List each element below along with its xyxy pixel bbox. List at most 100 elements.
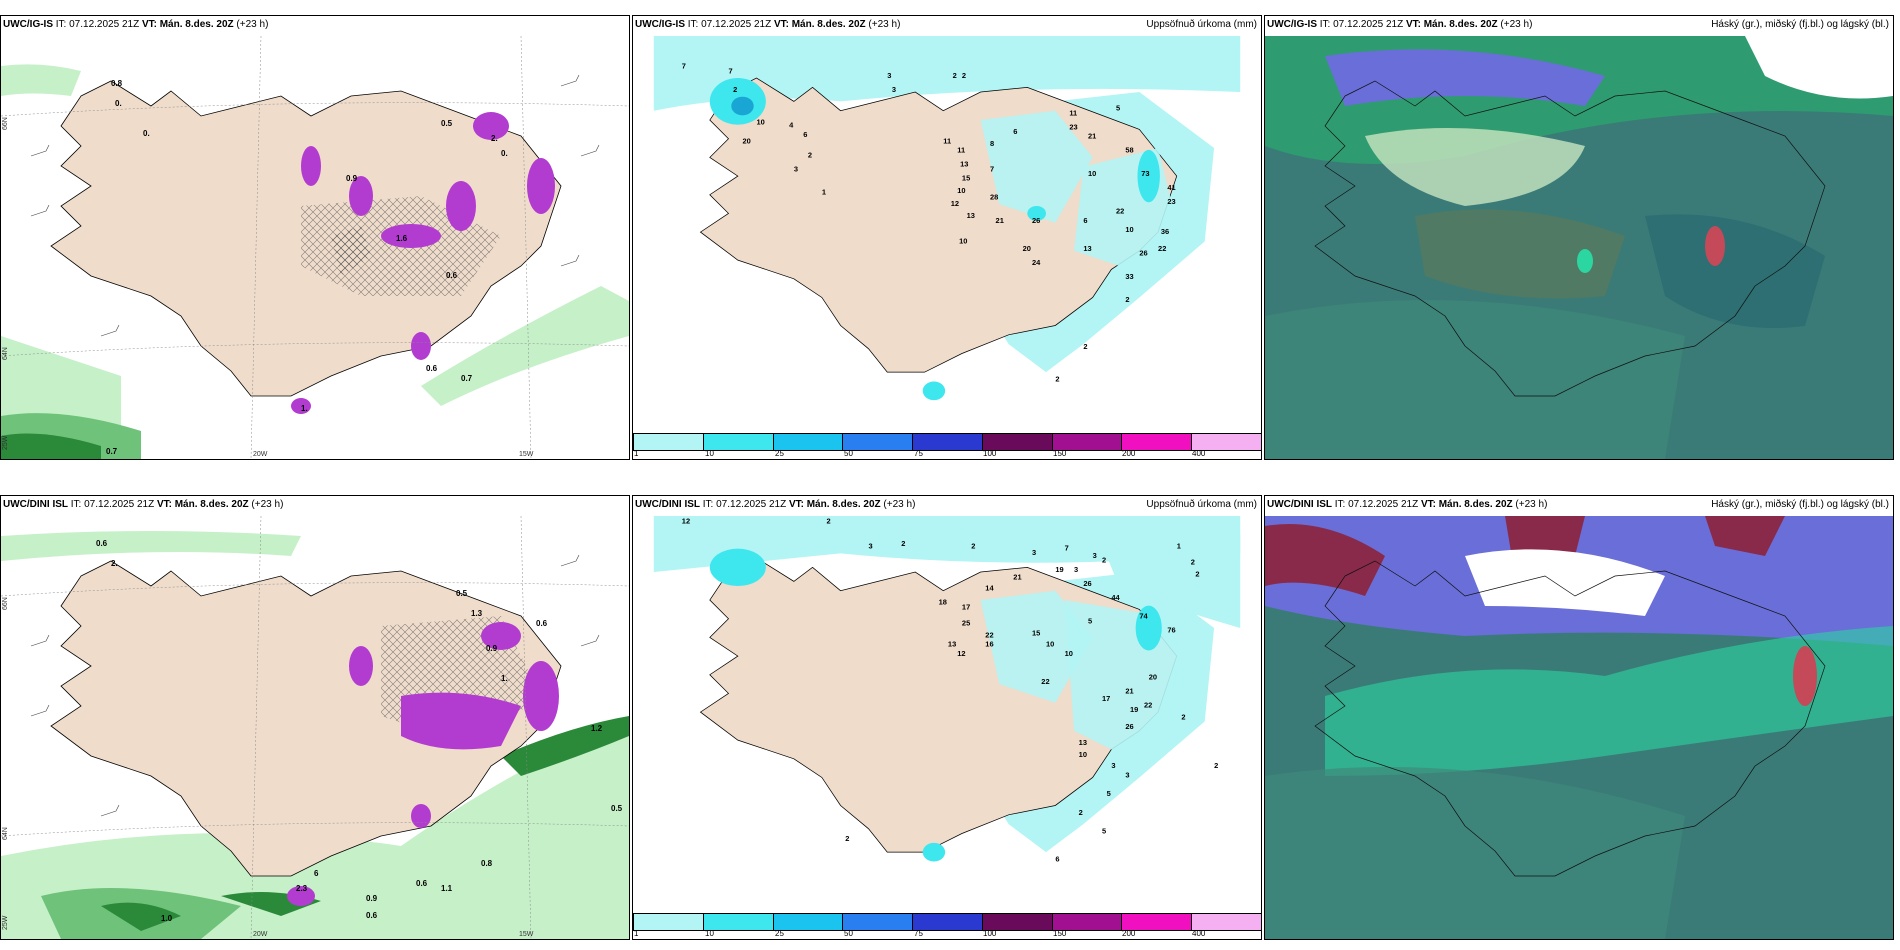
colorbar-tick: 400	[1192, 449, 1206, 458]
value-label: 1.1	[441, 884, 453, 893]
value-label: 24	[1032, 258, 1041, 267]
value-label: 0.6	[426, 364, 438, 373]
colorbar-tick: 150	[1053, 449, 1067, 458]
value-label: 1.3	[471, 609, 483, 618]
colorbar-swatch	[1121, 434, 1192, 450]
value-label: 7	[682, 62, 686, 71]
value-label: 2	[1181, 713, 1185, 722]
colorbar-tick: 50	[844, 449, 853, 458]
value-label: 5	[1102, 826, 1106, 835]
value-label: 0.6	[446, 271, 458, 280]
colorbar-tick: 1	[634, 449, 639, 458]
value-label: 22	[1116, 206, 1124, 215]
value-label: 17	[1102, 694, 1110, 703]
value-label: 0.9	[366, 894, 378, 903]
value-label: 10	[1065, 649, 1073, 658]
colorbar-swatch	[633, 914, 703, 930]
value-label: 6	[1083, 216, 1087, 225]
value-label: 10	[1046, 640, 1054, 649]
colorbar-swatch	[772, 914, 843, 930]
colorbar-tick: 1	[634, 929, 639, 938]
value-label: 1.	[501, 674, 508, 683]
colorbar-swatch	[1191, 434, 1261, 450]
value-label: 2	[1102, 556, 1106, 565]
value-label: 23	[1167, 197, 1175, 206]
value-label: 13	[960, 160, 968, 169]
value-label: 2	[1191, 558, 1195, 567]
value-label: 6	[803, 130, 807, 139]
value-label: 4	[789, 121, 794, 130]
iceland-outline	[1314, 80, 1826, 397]
value-label: 16	[985, 640, 993, 649]
colorbar-tick: 200	[1122, 449, 1136, 458]
colorbar-tick: 25	[775, 929, 784, 938]
panel-dini-wind: UWC/DINI ISL IT: 07.12.2025 21Z VT: Mán.…	[0, 495, 630, 940]
value-label: 10	[959, 236, 967, 245]
value-label: 25	[962, 618, 970, 627]
panel-dini-precip: UWC/DINI ISL IT: 07.12.2025 21Z VT: Mán.…	[632, 495, 1262, 940]
colorbar-tick: 10	[705, 449, 714, 458]
value-label: 20	[1023, 244, 1031, 253]
value-label: 2	[1079, 808, 1083, 817]
lat-label: 64N	[2, 827, 9, 840]
map-wind-precip: 0.6 2. 0.5 1.3 0.6 0.9 1. 1.2 0.5 0.8 0.…	[1, 516, 629, 939]
panel-header: UWC/IG-IS IT: 07.12.2025 21Z VT: Mán. 8.…	[635, 19, 901, 30]
value-label: 6	[314, 869, 319, 878]
colorbar-tick: 25	[775, 449, 784, 458]
value-label: 5	[1116, 104, 1120, 113]
colorbar: 1 10 25 50 75 100 150 200 400	[633, 911, 1261, 939]
value-label: 2	[1214, 761, 1218, 770]
value-label: 5	[1107, 789, 1111, 798]
value-label: 10	[1088, 169, 1096, 178]
colorbar-swatch	[772, 434, 843, 450]
colorbar-swatch	[1191, 914, 1261, 930]
value-label: 3	[1125, 770, 1129, 779]
panel-igis-clouds: UWC/IG-IS IT: 07.12.2025 21Z VT: Mán. 8.…	[1264, 15, 1894, 460]
value-label: 2	[971, 542, 975, 551]
colorbar-tick: 150	[1053, 929, 1067, 938]
value-label: 3	[794, 164, 798, 173]
value-label: 36	[1161, 227, 1169, 236]
value-label: 12	[682, 516, 690, 525]
colorbar-swatch	[912, 434, 982, 450]
panel-header: UWC/DINI ISL IT: 07.12.2025 21Z VT: Mán.…	[1267, 499, 1548, 510]
value-label: 22	[985, 630, 993, 639]
value-label: 21	[1125, 686, 1133, 695]
value-label: 26	[1032, 216, 1040, 225]
value-label: 0.7	[106, 447, 118, 456]
value-label: 20	[1149, 672, 1157, 681]
value-label: 6	[1013, 127, 1017, 136]
value-label: 1.	[301, 404, 308, 413]
value-label: 7	[1065, 544, 1069, 553]
value-label: 0.5	[456, 589, 468, 598]
panel-dini-clouds: UWC/DINI ISL IT: 07.12.2025 21Z VT: Mán.…	[1264, 495, 1894, 940]
value-label: 3	[869, 542, 873, 551]
value-label: 2.	[491, 134, 498, 143]
value-label: 22	[1041, 677, 1049, 686]
value-label: 20	[742, 136, 750, 145]
value-label: 10	[757, 118, 765, 127]
colorbar-tick: 100	[983, 449, 997, 458]
panel-title-right: Háský (gr.), miðský (fj.bl.) og lágský (…	[1711, 19, 1889, 30]
value-label: 41	[1167, 183, 1175, 192]
value-label: 1.2	[591, 724, 603, 733]
value-label: 2.	[111, 559, 118, 568]
value-label: 3	[1111, 761, 1115, 770]
colorbar-swatch	[1121, 914, 1192, 930]
value-label: 21	[996, 216, 1004, 225]
value-label: 22	[1158, 244, 1166, 253]
value-label: 11	[1069, 108, 1077, 117]
value-label: 76	[1167, 626, 1175, 635]
value-label: 26	[1083, 579, 1091, 588]
value-label: 13	[948, 640, 956, 649]
map-precip: 7 7 3 3 2 2 2 10 4 6 20 2 3 1 11 11 13 1…	[653, 36, 1241, 405]
colorbar-swatch	[633, 434, 703, 450]
value-label: 12	[951, 199, 959, 208]
panel-igis-wind: UWC/IG-IS IT: 07.12.2025 21Z VT: Mán. 8.…	[0, 15, 630, 460]
lat-label: 66N	[2, 597, 9, 610]
value-label: 26	[1139, 248, 1147, 257]
panel-header: UWC/IG-IS IT: 07.12.2025 21Z VT: Mán. 8.…	[1267, 19, 1533, 30]
value-label: 0.6	[366, 911, 378, 920]
lon-label: 15W	[519, 931, 534, 938]
value-label: 3	[892, 85, 896, 94]
